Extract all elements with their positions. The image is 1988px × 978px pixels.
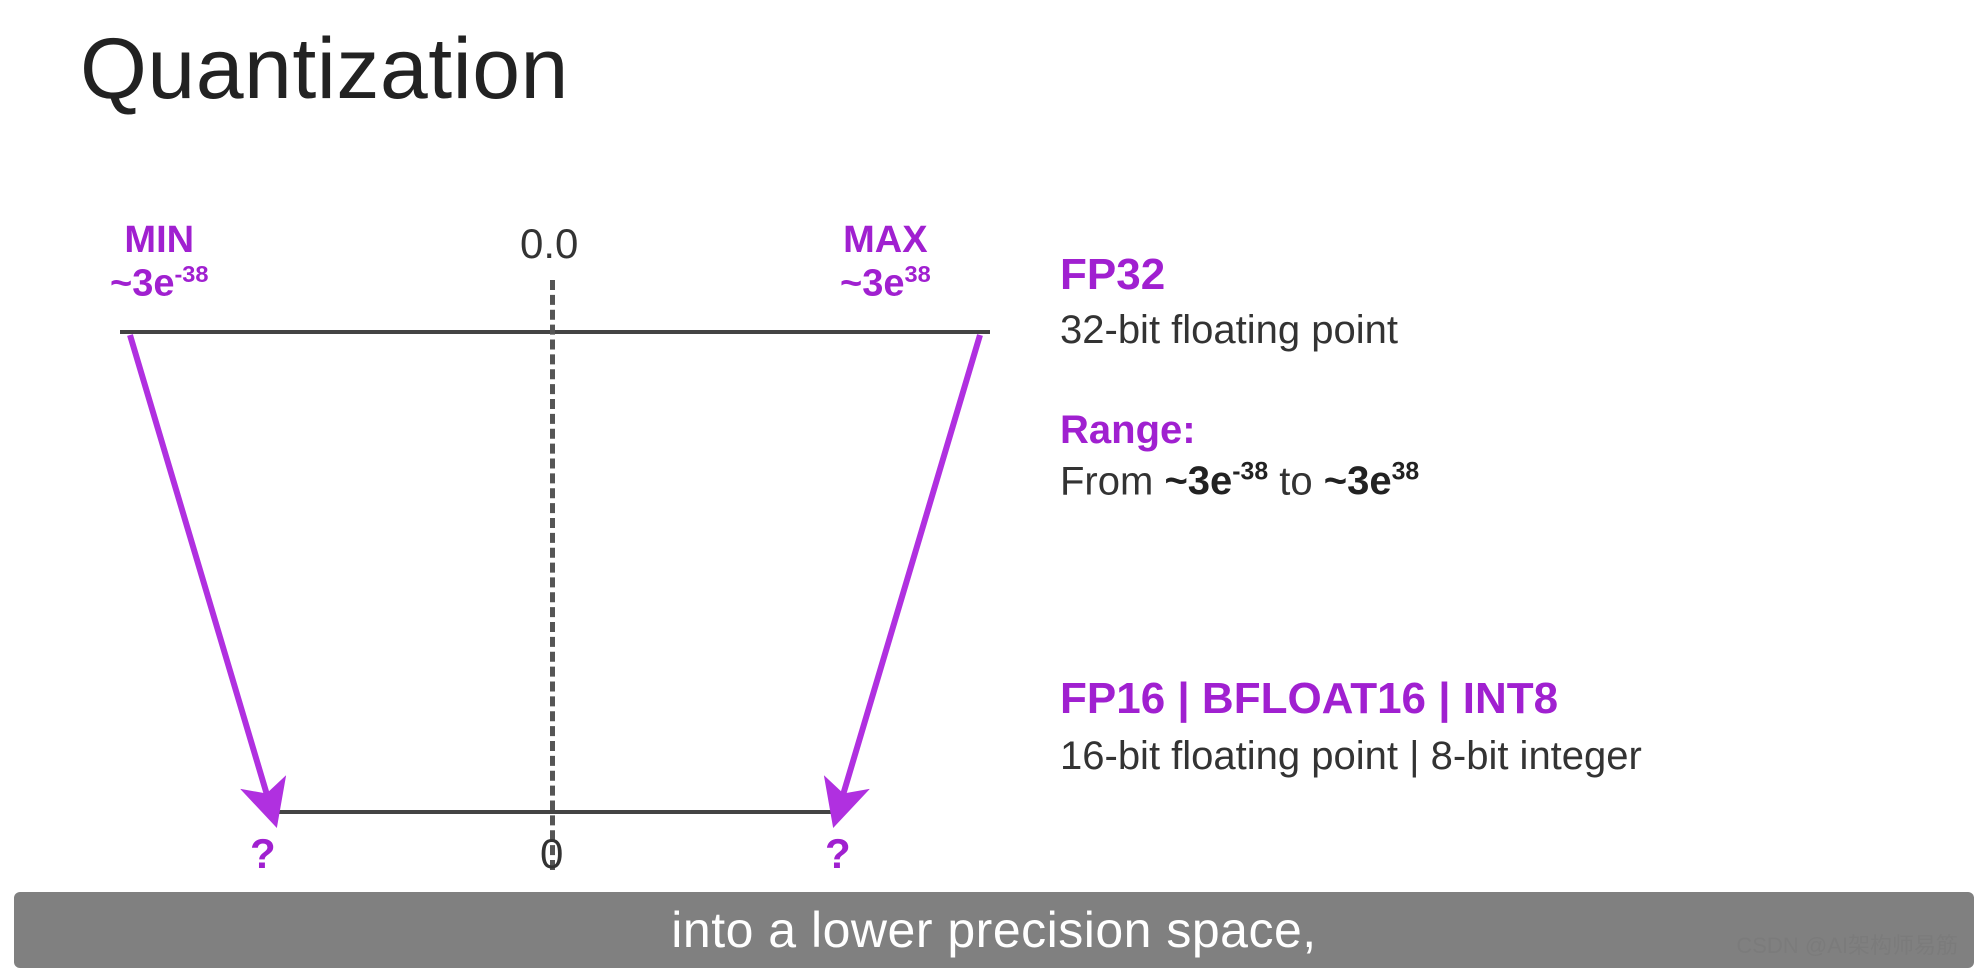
q-right-label: ?: [825, 830, 851, 878]
arrow-right: [840, 335, 980, 805]
fp32-subtitle: 32-bit floating point: [1060, 308, 1880, 353]
quantization-diagram: MIN ~3e-38 0.0 MAX ~3e38 ? 0 ?: [100, 220, 1020, 840]
watermark: CSDN @AI架构师易筋: [1736, 928, 1958, 960]
zero-bottom-label: 0: [540, 830, 563, 878]
arrow-left: [130, 335, 270, 805]
q-left-label: ?: [250, 830, 276, 878]
right-column: FP32 32-bit floating point Range: From ~…: [1060, 250, 1880, 779]
range-heading: Range:: [1060, 408, 1880, 453]
mapping-arrows: [100, 220, 1020, 920]
slide: Quantization MIN ~3e-38 0.0 MAX ~3e38: [0, 0, 1988, 978]
fp16-heading: FP16 | BFLOAT16 | INT8: [1060, 674, 1880, 724]
caption-bar: into a lower precision space,: [14, 892, 1974, 968]
fp32-heading: FP32: [1060, 250, 1880, 300]
slide-title: Quantization: [80, 20, 569, 119]
caption-text: into a lower precision space,: [671, 901, 1316, 959]
range-text: From ~3e-38 to ~3e38: [1060, 459, 1880, 504]
fp16-subtitle: 16-bit floating point | 8-bit integer: [1060, 734, 1880, 779]
